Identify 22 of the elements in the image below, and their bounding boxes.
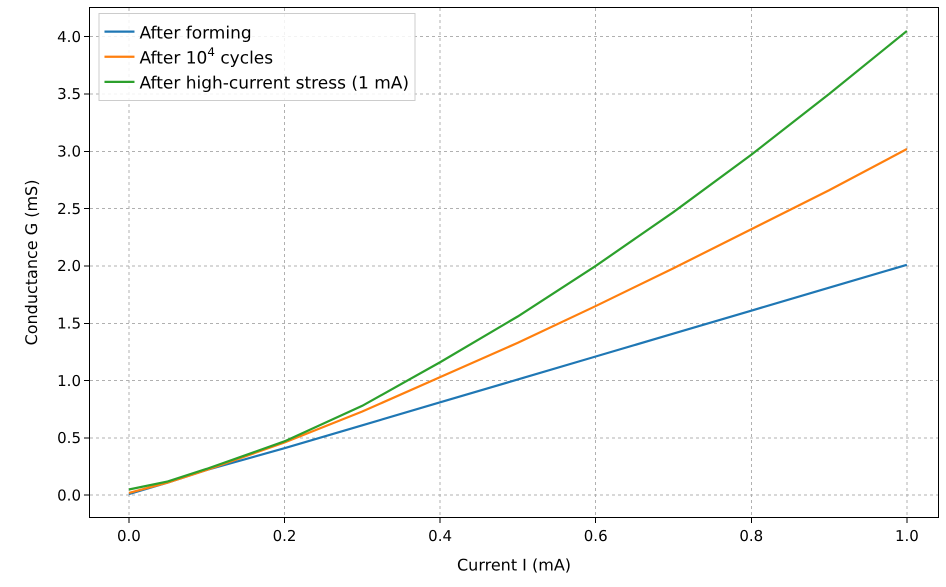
y-tick-label: 2.5 [57, 200, 81, 218]
x-tick-label: 0.0 [116, 527, 141, 545]
x-axis-title: Current I (mA) [457, 556, 571, 575]
legend-label: After high-current stress (1 mA) [139, 73, 410, 94]
x-tick-label: 0.4 [428, 527, 452, 545]
y-axis-title: Conductance G (mS) [22, 180, 42, 346]
y-tick-label: 1.0 [57, 372, 81, 390]
y-tick-label: 4.0 [57, 28, 81, 46]
x-tick-label: 0.2 [272, 527, 296, 545]
y-tick-label: 3.5 [57, 85, 81, 104]
legend-label: After 10$^{4}$ cycles [139, 45, 274, 68]
y-tick-label: 3.0 [57, 142, 81, 161]
x-tick-label: 0.8 [739, 527, 764, 545]
y-tick-label: 2.0 [57, 257, 81, 276]
legend-label: After forming [139, 23, 252, 44]
x-tick-label: 1.0 [894, 527, 919, 545]
y-tick-label: 0.0 [57, 486, 81, 504]
y-tick-label: 1.5 [57, 314, 81, 333]
line-series [128, 148, 908, 494]
line-series [128, 264, 908, 496]
y-tick-label: 0.5 [57, 429, 81, 448]
x-tick-label: 0.6 [584, 527, 608, 545]
